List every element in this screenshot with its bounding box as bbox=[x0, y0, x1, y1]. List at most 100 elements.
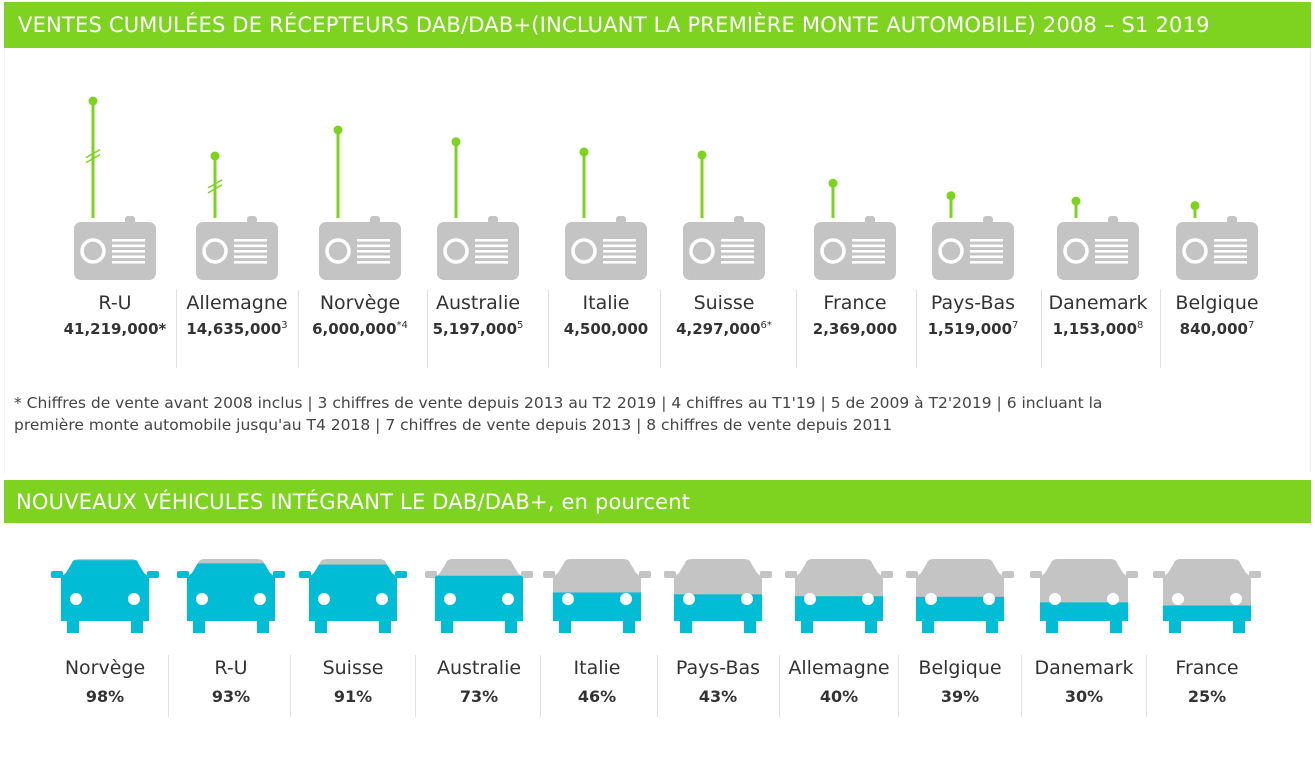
sales-value: 1,153,0008 bbox=[1038, 320, 1158, 338]
car-headlight bbox=[376, 593, 388, 605]
car-headlight bbox=[562, 593, 574, 605]
country-label: Allemagne bbox=[186, 292, 288, 314]
radio-speaker bbox=[202, 238, 228, 264]
radio-speaker bbox=[820, 238, 846, 264]
country-label: Norvège bbox=[319, 292, 401, 314]
radio-label-cell: Belgique 840,0007 bbox=[1157, 292, 1277, 338]
car-bar bbox=[906, 559, 1014, 633]
car-mirror bbox=[51, 571, 63, 578]
radio-grille-line bbox=[112, 250, 145, 253]
radio-bar bbox=[683, 150, 765, 280]
column-divider bbox=[1146, 655, 1147, 717]
antenna-tip bbox=[828, 178, 838, 188]
sales-value: 5,197,0005 bbox=[418, 320, 538, 338]
radio-grille-line bbox=[475, 239, 508, 242]
radio-grille-line bbox=[1214, 244, 1247, 248]
radio-grille-line bbox=[234, 255, 267, 259]
radio-grille-line bbox=[357, 239, 390, 242]
antenna-tip bbox=[946, 191, 956, 201]
car-mirror bbox=[1002, 571, 1014, 578]
car-fill bbox=[61, 560, 149, 633]
radio-grille-line bbox=[234, 244, 267, 248]
country-label: R-U bbox=[214, 657, 248, 679]
percent-value: 98% bbox=[85, 687, 125, 706]
radio-grille-line bbox=[1095, 250, 1128, 253]
radio-grille-line bbox=[970, 261, 1003, 264]
car-headlight bbox=[502, 593, 514, 605]
column-divider bbox=[298, 290, 299, 368]
radio-label-cell: France 2,369,000 bbox=[795, 292, 915, 338]
country-label: Italie bbox=[582, 292, 630, 314]
radio-grille-line bbox=[970, 244, 1003, 248]
radio-grille-line bbox=[603, 250, 636, 253]
radio-label-cell: Pays-Bas 1,519,0007 bbox=[913, 292, 1033, 338]
axis-break bbox=[207, 179, 223, 189]
footnote-mark: 5 bbox=[517, 320, 524, 331]
radio-grille-line bbox=[475, 255, 508, 259]
antenna-tip bbox=[1190, 201, 1200, 211]
country-label: Allemagne bbox=[788, 657, 890, 679]
car-bar bbox=[177, 559, 285, 633]
car-fill bbox=[795, 596, 883, 633]
country-label: Danemark bbox=[1034, 657, 1134, 679]
footnote-mark: *4 bbox=[396, 320, 408, 331]
footnote-mark: 7 bbox=[1012, 320, 1019, 331]
column-divider bbox=[168, 655, 169, 717]
radio-grille-line bbox=[721, 250, 754, 253]
radio-grille-line bbox=[970, 250, 1003, 253]
sales-banner-title: VENTES CUMULÉES DE RÉCEPTEURS DAB/DAB+(I… bbox=[4, 2, 1311, 48]
column-divider bbox=[548, 290, 549, 368]
car-label-cell: R-U 93% bbox=[171, 657, 291, 706]
radio-grille-line bbox=[1214, 255, 1247, 259]
car-mirror bbox=[1030, 571, 1042, 578]
car-headlight bbox=[983, 593, 995, 605]
car-headlight bbox=[1230, 593, 1242, 605]
country-label: Australie bbox=[436, 657, 522, 679]
car-label-cell: France 25% bbox=[1147, 657, 1267, 706]
car-bar bbox=[664, 559, 772, 633]
car-label-cell: Suisse 91% bbox=[293, 657, 413, 706]
radio-grille-line bbox=[603, 255, 636, 259]
sales-number: 1,519,000 bbox=[927, 320, 1013, 338]
car-headlight bbox=[620, 593, 632, 605]
antenna-tip bbox=[697, 150, 707, 160]
radio-grille-line bbox=[603, 239, 636, 242]
radio-bar bbox=[1176, 201, 1258, 280]
car-mirror bbox=[147, 571, 159, 578]
car-mirror bbox=[395, 571, 407, 578]
antenna-tip bbox=[579, 147, 589, 157]
country-label: Belgique bbox=[1175, 292, 1259, 314]
radio-speaker bbox=[938, 238, 964, 264]
percent-value: 43% bbox=[698, 687, 738, 706]
car-headlight bbox=[196, 593, 208, 605]
radio-speaker bbox=[80, 238, 106, 264]
radio-grille-line bbox=[475, 261, 508, 264]
country-label: Danemark bbox=[1048, 292, 1148, 314]
radio-grille-line bbox=[475, 244, 508, 248]
radio-bar bbox=[1057, 196, 1139, 280]
radio-grille-line bbox=[1214, 261, 1247, 264]
footnote-mark: 6* bbox=[760, 320, 772, 331]
radio-bar bbox=[319, 125, 401, 280]
radio-speaker bbox=[443, 238, 469, 264]
car-mirror bbox=[1153, 571, 1165, 578]
radio-label-cell: Danemark 1,153,0008 bbox=[1038, 292, 1158, 338]
car-label-cell: Belgique 39% bbox=[900, 657, 1020, 706]
car-fill bbox=[1163, 605, 1251, 633]
percent-value: 40% bbox=[819, 687, 859, 706]
car-headlight bbox=[925, 593, 937, 605]
column-divider bbox=[660, 290, 661, 368]
sales-number: 4,297,000 bbox=[676, 320, 761, 338]
car-label-cell: Pays-Bas 43% bbox=[658, 657, 778, 706]
footnote-mark: 8 bbox=[1137, 320, 1144, 331]
radio-grille-line bbox=[970, 255, 1003, 259]
car-bar bbox=[1153, 559, 1261, 633]
sales-value: 840,0007 bbox=[1157, 320, 1277, 338]
column-divider bbox=[898, 655, 899, 717]
country-label: Norvège bbox=[64, 657, 146, 679]
country-label: Belgique bbox=[918, 657, 1002, 679]
sales-number: 2,369,000 bbox=[812, 320, 898, 338]
sales-value: 41,219,000* bbox=[55, 320, 175, 338]
radio-grille-line bbox=[852, 255, 885, 259]
